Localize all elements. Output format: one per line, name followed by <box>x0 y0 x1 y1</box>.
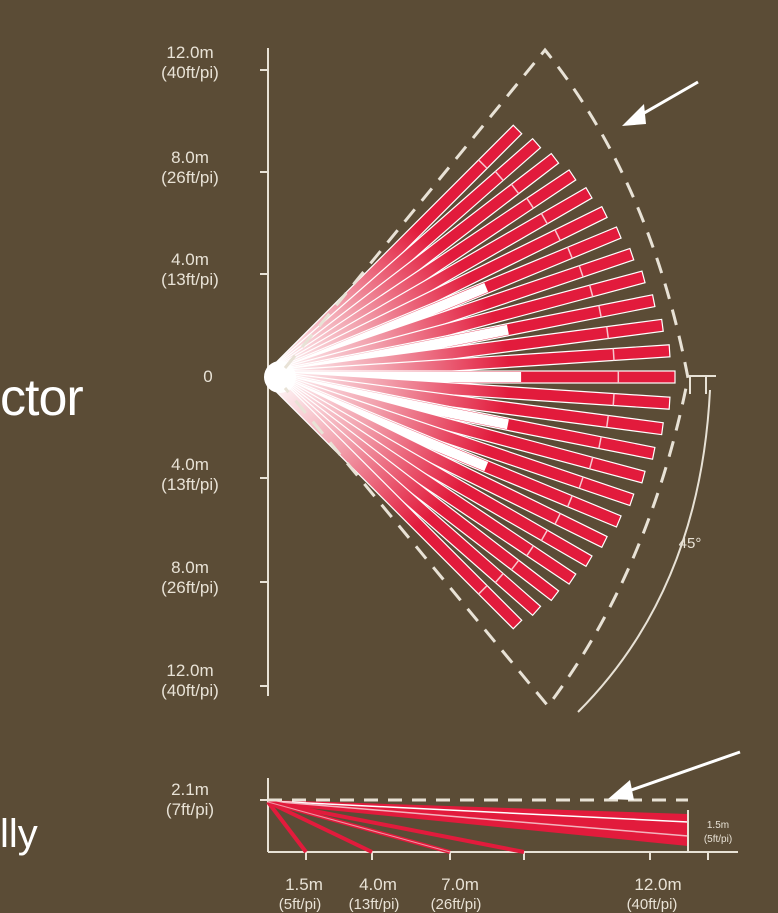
axis-label-dist: 4.0m <box>171 250 209 269</box>
beam-segment-divider <box>478 585 488 595</box>
beam-segment-divider <box>510 183 520 195</box>
x-label-dist: 4.0m <box>359 875 397 894</box>
beam-segment-divider <box>494 170 504 181</box>
x-label-unit: (26ft/pi) <box>431 896 482 913</box>
height-label-dist: 2.1m <box>171 780 209 799</box>
beam-segment-divider <box>566 495 573 508</box>
beam-segment-divider <box>588 284 594 297</box>
axis-label-unit: (26ft/pi) <box>161 578 219 597</box>
beam-segment-divider <box>605 415 610 428</box>
coverage-boundary <box>283 47 690 709</box>
small-label-unit: (5ft/pi) <box>704 834 732 845</box>
beam-segment-divider <box>510 559 520 571</box>
beam-segment-divider <box>605 326 610 339</box>
beam-segment-divider <box>598 436 602 449</box>
axis-label-dist: 8.0m <box>171 558 209 577</box>
partial-caption-text: lly <box>0 812 38 856</box>
x-label-unit: (40ft/pi) <box>627 896 678 913</box>
axis-label-unit: (13ft/pi) <box>161 475 219 494</box>
beam-segment-divider <box>598 305 602 318</box>
beam-segment-divider <box>578 476 584 489</box>
beam-segment-divider <box>554 513 561 525</box>
small-label-dist: 1.5m <box>707 820 729 831</box>
beam-segment-divider <box>526 197 535 209</box>
beam-segment-divider <box>540 529 548 541</box>
x-label-dist: 12.0m <box>634 875 681 894</box>
side-arrow-icon <box>608 750 741 800</box>
beam-segment-divider <box>554 229 561 241</box>
axis-label-unit: (13ft/pi) <box>161 270 219 289</box>
beam-segment-divider <box>588 457 594 470</box>
axis-label-dist: 12.0m <box>166 43 213 62</box>
x-label-unit: (13ft/pi) <box>349 896 400 913</box>
axis-label-unit: (40ft/pi) <box>161 681 219 700</box>
near-zone-beam <box>270 372 522 382</box>
detection-beams <box>264 124 676 630</box>
beam-segment-divider <box>494 573 504 584</box>
sensor-origin <box>264 361 296 393</box>
beam-segment-divider <box>578 265 584 278</box>
x-label-unit: (5ft/pi) <box>279 896 322 913</box>
top-view-diagram: 12.0m (40ft/pi) 8.0m (26ft/pi) 4.0m (13f… <box>161 43 716 713</box>
beam-segment-divider <box>478 159 488 169</box>
beam-segment-divider <box>612 393 615 406</box>
axis-label-unit: (40ft/pi) <box>161 63 219 82</box>
top-arrow-icon <box>622 80 699 126</box>
beam-segment-divider <box>526 545 535 557</box>
angle-arc <box>577 389 711 713</box>
axis-label-unit: (26ft/pi) <box>161 168 219 187</box>
side-beams <box>266 800 689 854</box>
axis-label-dist: 8.0m <box>171 148 209 167</box>
x-label-dist: 1.5m <box>285 875 323 894</box>
partial-heading-text: ctor <box>0 369 84 427</box>
axis-label-dist: 4.0m <box>171 455 209 474</box>
beam-segment-divider <box>566 246 573 259</box>
height-label-unit: (7ft/pi) <box>166 800 214 819</box>
beam-segment-divider <box>612 348 615 361</box>
angle-label: 45° <box>679 535 702 552</box>
x-label-dist: 7.0m <box>441 875 479 894</box>
axis-label-dist: 12.0m <box>166 661 213 680</box>
side-view-diagram: 2.1m (7ft/pi) 1.5m (5ft/pi) 1.5m (5ft/pi… <box>166 750 741 913</box>
beam-segment-divider <box>540 213 548 225</box>
axis-label-zero: 0 <box>203 367 212 386</box>
